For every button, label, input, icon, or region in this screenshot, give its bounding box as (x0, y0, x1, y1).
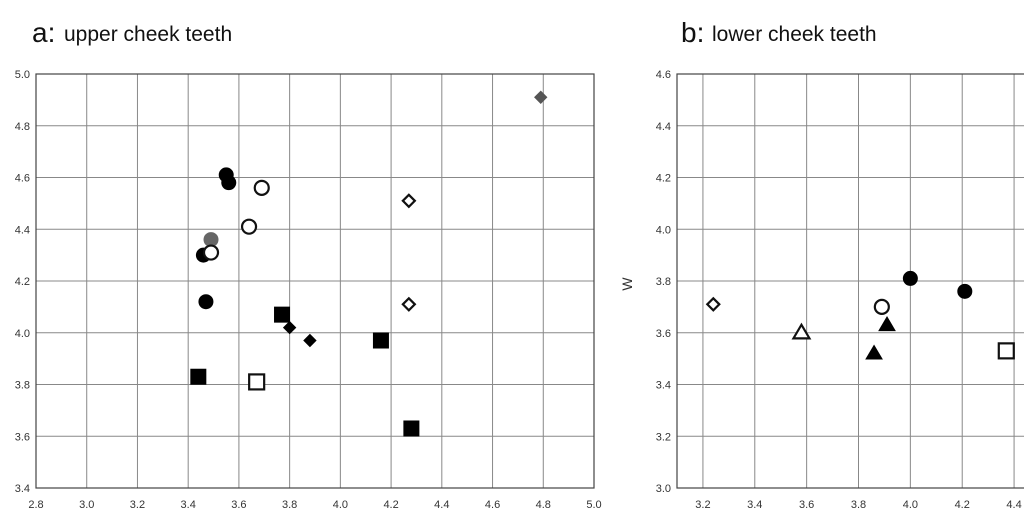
panel-a-x-tick-label: 3.8 (282, 499, 297, 511)
panel-b-plot: 3.2 3.4 3.6 3.8 4.0 4.2 4.4 3.0 3.2 3.4 3.6 3.8 4.0 4… (656, 69, 1024, 511)
panel-b-frame (676, 73, 1024, 489)
panel-a-y-tick-label: 4.0 (15, 328, 30, 340)
panel-a-x-tick-label: 4.0 (333, 499, 348, 511)
panel-a-y-tick-label: 3.4 (15, 483, 30, 495)
panel-a-point-diamond-open (401, 296, 417, 312)
panel-a-point-diamond (303, 333, 317, 348)
panel-b-ylabel: W (619, 277, 635, 291)
panel-b-point-diamond-open (705, 296, 721, 312)
panel-b-y-tick-label: 4.0 (656, 224, 671, 236)
panel-b-point-circle (902, 270, 918, 286)
panel-a-y-tick-label: 4.6 (15, 173, 30, 185)
panel-b-point-square-open (997, 342, 1015, 360)
panel-a-y-tick-label: 4.4 (15, 224, 30, 236)
panel-b-y-tick-label: 4.4 (656, 121, 671, 133)
panel-a-plot: 2.8 3.0 3.2 3.4 3.6 3.8 4.0 4.2 4.4 4.6 4.8 5.0 3.4 3… (15, 69, 602, 511)
panel-b-point-circle-open (873, 298, 890, 315)
panel-a-frame (35, 73, 595, 489)
panel-a-point-diamond-open (401, 193, 417, 209)
panel-a-point-diamond (282, 320, 297, 335)
panel-a-x-tick-label: 3.0 (79, 499, 94, 511)
panel-a-point-circle (221, 175, 237, 191)
panel-a-point-circle-open (253, 179, 270, 196)
panel-a-y-tick-label: 3.8 (15, 380, 30, 392)
panel-a-x-tick-label: 5.0 (586, 499, 601, 511)
panel-b-y-tick-label: 4.6 (656, 69, 671, 81)
panel-b-y-tick-label: 3.4 (656, 380, 671, 392)
panel-b-title: lower cheek teeth (712, 23, 877, 46)
panel-a-x-tick-label: 4.2 (383, 499, 398, 511)
panel-a-point-square (403, 420, 420, 437)
panel-a-point-diamond (534, 90, 548, 104)
panel-a-y-tick-label: 5.0 (15, 69, 30, 81)
panel-a-point-square (190, 368, 207, 385)
panel-b-point-triangle-open (791, 322, 812, 340)
panel-a-title: upper cheek teeth (64, 23, 232, 46)
panel-a-x-tick-label: 2.8 (28, 499, 43, 511)
panel-a-y-tick-label: 3.6 (15, 431, 30, 443)
panel-b-point-circle (957, 283, 973, 299)
panel-b-y-tick-label: 3.0 (656, 483, 671, 495)
panel-b-point-triangle (878, 316, 896, 332)
panel-b-y-tick-label: 3.2 (656, 431, 671, 443)
panel-b-x-tick-label: 4.4 (1006, 499, 1021, 511)
panel-b-x-tick-label: 3.4 (747, 499, 762, 511)
panel-b-y-tick-label: 3.8 (656, 276, 671, 288)
panel-a-x-tick-label: 3.6 (231, 499, 246, 511)
panel-a-point-circle-open (202, 244, 220, 261)
panel-a-y-tick-label: 4.8 (15, 121, 30, 133)
panel-a-x-tick-label: 4.8 (536, 499, 551, 511)
panel-a-x-tick-label: 4.6 (485, 499, 500, 511)
panel-b-x-tick-label: 3.8 (851, 499, 866, 511)
panel-a-x-tick-label: 3.2 (130, 499, 145, 511)
panel-a-y-tick-label: 4.2 (15, 276, 30, 288)
panel-b-y-tick-label: 3.6 (656, 328, 671, 340)
panel-b-letter: b: (681, 17, 704, 48)
panel-b-y-tick-label: 4.2 (656, 173, 671, 185)
panel-b-x-tick-label: 3.6 (799, 499, 814, 511)
panel-a-point-circle-open (240, 218, 258, 235)
panel-a-x-tick-label: 3.4 (181, 499, 196, 511)
panel-b-x-tick-label: 4.2 (955, 499, 970, 511)
panel-a-point-square-open (248, 373, 266, 391)
panel-a-point-circle (198, 294, 214, 310)
panel-b-x-tick-label: 3.2 (695, 499, 710, 511)
panel-a-point-square (274, 306, 291, 323)
panel-b-x-tick-label: 4.0 (903, 499, 918, 511)
panel-a-x-tick-label: 4.4 (434, 499, 449, 511)
panel-a-letter: a: (32, 17, 55, 48)
panel-b-point-triangle (865, 344, 883, 360)
panel-a-point-square (372, 332, 389, 349)
